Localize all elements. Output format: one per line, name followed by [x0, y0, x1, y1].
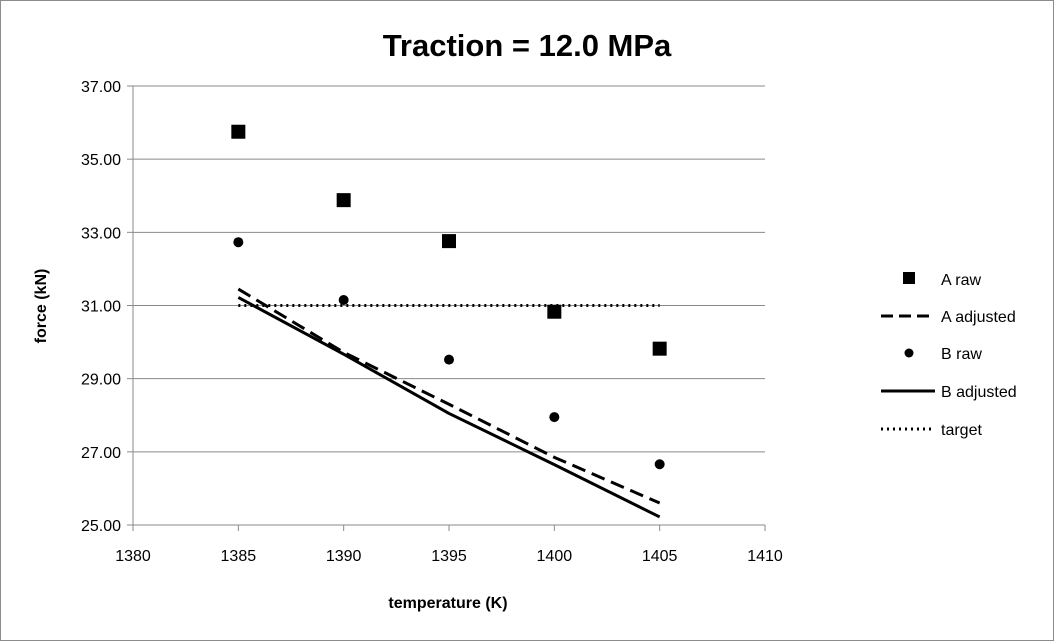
- legend-b-raw-label: B raw: [941, 346, 982, 363]
- series-b-adjusted-line: [237, 296, 661, 519]
- x-tick-label: 1390: [326, 548, 362, 565]
- x-tick-label: 1385: [221, 548, 257, 565]
- x-tick-label: 1395: [431, 548, 467, 565]
- legend-a-adjusted-label: A adjusted: [941, 309, 1016, 326]
- series-b-raw-point: [233, 237, 244, 248]
- series-a-raw-point: [652, 341, 667, 356]
- y-axis-label: force (kN): [33, 269, 50, 344]
- axis-layer: 25.00 27.00 29.00 31.00 33.00 35.00 37.00 1380 1…: [81, 79, 783, 565]
- series-a-raw-point: [442, 234, 456, 249]
- series-a-raw-point: [336, 193, 351, 208]
- series-layer: [231, 124, 667, 519]
- series-a-adjusted-line: [237, 287, 661, 505]
- legend-item-target: target: [881, 422, 982, 439]
- x-tick-label: 1410: [747, 548, 783, 565]
- y-tick-label: 27.00: [81, 445, 121, 462]
- y-tick-label: 29.00: [81, 372, 121, 389]
- y-tick-label: 37.00: [81, 79, 121, 96]
- legend-item-b-adjusted: B adjusted: [881, 384, 1017, 401]
- legend-a-raw-marker: [903, 272, 915, 284]
- chart-title: Traction = 12.0 MPa: [383, 28, 672, 63]
- legend: A raw A adjusted B raw B adjusted target: [881, 272, 1017, 439]
- x-tick-label: 1405: [642, 548, 678, 565]
- x-tick-label: 1400: [537, 548, 573, 565]
- x-axis-label: temperature (K): [388, 595, 507, 612]
- x-tick-label: 1380: [115, 548, 151, 565]
- series-b-raw-point: [444, 354, 454, 365]
- series-b-raw-point: [338, 295, 349, 306]
- legend-b-adjusted-label: B adjusted: [941, 384, 1017, 401]
- series-b-raw-point: [654, 459, 665, 470]
- y-tick-label: 35.00: [81, 152, 121, 169]
- legend-item-a-adjusted: A adjusted: [881, 309, 1016, 326]
- legend-item-b-raw: B raw: [904, 346, 982, 363]
- y-tick-label: 33.00: [81, 225, 121, 242]
- y-tick-label: 25.00: [81, 518, 121, 535]
- series-a-raw-point: [231, 124, 246, 139]
- y-tick-label: 31.00: [81, 299, 121, 316]
- legend-b-raw-marker: [904, 348, 914, 358]
- grid-layer: [133, 85, 765, 453]
- legend-target-label: target: [941, 422, 982, 439]
- series-a-raw-point: [547, 304, 562, 319]
- legend-a-raw-label: A raw: [941, 272, 981, 289]
- series-b-raw-point: [549, 412, 560, 423]
- legend-item-a-raw: A raw: [903, 272, 981, 289]
